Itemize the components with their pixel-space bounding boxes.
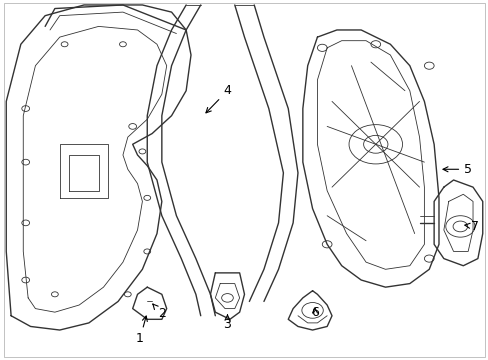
Text: 2: 2 xyxy=(153,304,165,320)
Text: 5: 5 xyxy=(442,163,471,176)
Text: 6: 6 xyxy=(310,306,318,319)
Text: 4: 4 xyxy=(205,84,231,113)
Text: 1: 1 xyxy=(136,316,147,346)
Text: 7: 7 xyxy=(464,220,478,233)
Text: 3: 3 xyxy=(223,315,231,331)
